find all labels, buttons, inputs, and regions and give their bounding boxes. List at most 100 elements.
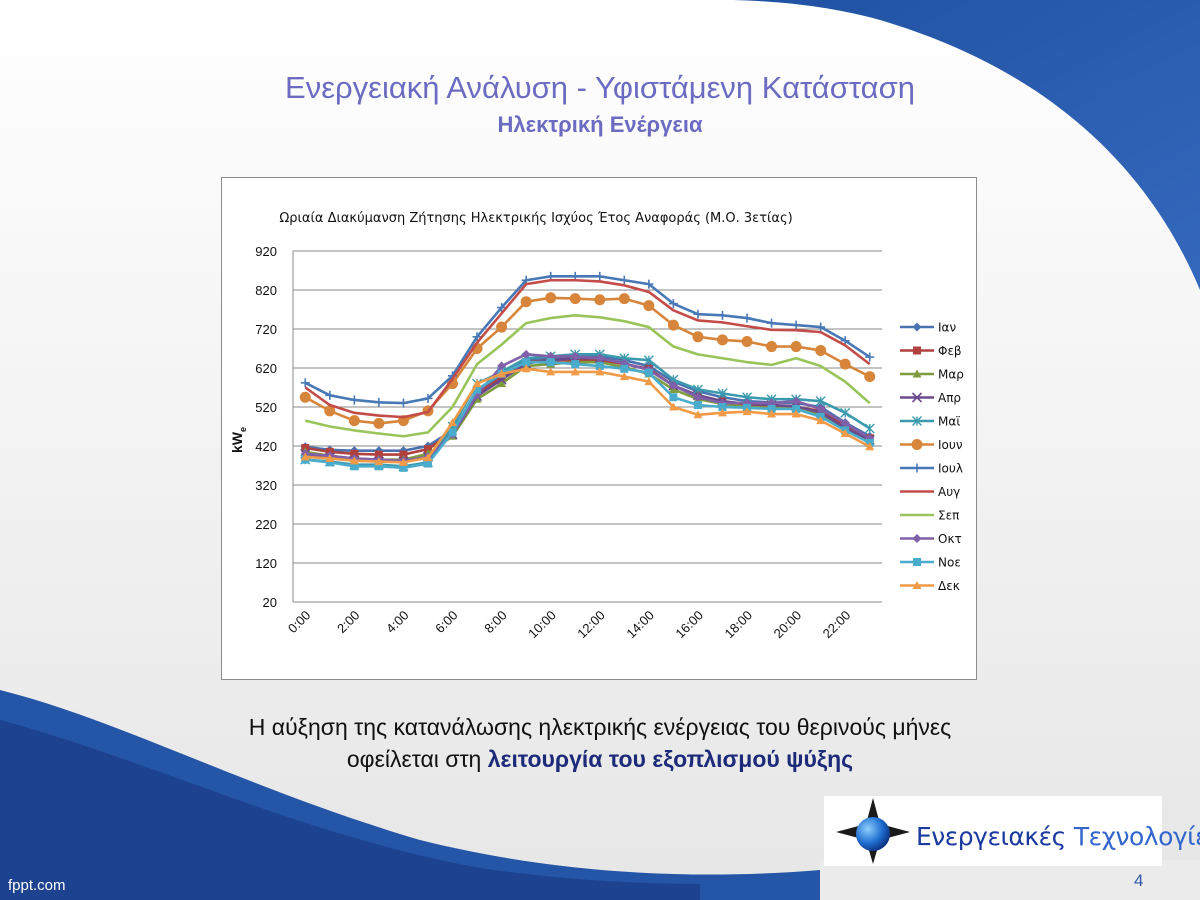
slide-title: Ενεργειακή Ανάλυση - Υφιστάμενη Κατάστασ… [285,70,915,105]
caption-line-2-bold: λειτουργία του εξοπλισμού ψύξης [487,746,854,772]
series-line [305,360,871,470]
data-point [423,459,432,468]
data-point [692,331,704,343]
data-point [497,379,507,388]
data-point [594,294,606,306]
logo-text: ΕνεργειακέςΤεχνολογίες [916,822,1200,851]
data-point [374,450,383,459]
data-point [546,358,555,367]
data-point [839,358,851,370]
legend-swatch-marker [911,392,923,403]
data-point [618,293,630,305]
data-point [423,393,433,403]
x-tick-label: 0:00 [285,608,314,637]
data-point [840,429,850,438]
x-tick-label: 4:00 [383,608,412,637]
data-point [767,318,777,328]
data-point [693,401,702,410]
data-point [717,310,727,320]
y-axis-label-main: kW [229,431,245,453]
data-point [643,355,654,366]
y-tick-label: 20 [263,595,277,610]
legend-label: Νοε [938,556,961,570]
data-point [473,385,482,394]
legend-item: Φεβ [900,344,962,358]
legend-swatch-marker [913,346,921,355]
series-line [305,353,871,468]
caption-line-2: οφείλεται στη λειτουργία του εξοπλισμού … [0,743,1200,775]
data-point [521,364,531,373]
chart-title: Ωριαία Διακύμανση Ζήτησης Ηλεκτρικής Ισχ… [279,211,792,226]
series-line [304,314,871,438]
data-point [644,279,654,289]
data-point [619,275,629,285]
data-point [571,360,580,369]
data-point [497,369,507,378]
y-axis-label-sub: e [238,427,248,432]
series-12 [300,364,875,466]
data-point [840,418,850,428]
data-point [348,415,360,427]
series-8 [304,278,871,419]
x-tick-label: 6:00 [432,608,461,637]
data-point [497,303,507,313]
data-point [595,271,605,281]
legend-label: Μαρ [938,368,964,382]
y-tick-label: 220 [255,517,277,532]
legend-item: Δεκ [900,579,960,593]
data-point [815,344,827,356]
caption-line-1: Η αύξηση της κατανάλωσης ηλεκτρικής ενέρ… [248,714,952,740]
data-point [350,449,359,458]
data-point [496,321,508,333]
data-point [865,352,875,362]
data-point [693,309,703,319]
legend-label: Απρ [938,391,961,405]
y-tick-label: 120 [255,556,277,571]
data-point [448,418,458,427]
legend-swatch-marker [912,581,922,589]
data-point [374,397,384,407]
legend-label: Σεπ [938,509,959,523]
data-point [472,332,482,342]
data-point [667,319,679,331]
data-point [668,402,678,411]
legend-item: Ιουλ [900,462,963,476]
series-line [304,278,871,419]
y-tick-label: 420 [255,439,277,454]
legend-item: Απρ [900,391,961,405]
demand-line-chart: Ωριαία Διακύμανση Ζήτησης Ηλεκτρικής Ισχ… [229,211,964,642]
data-point [325,453,335,462]
legend-item: Μαϊ [900,415,960,429]
legend-item: Σεπ [900,509,959,523]
company-logo: ΕνεργειακέςΤεχνολογίες [824,796,1200,866]
legend-swatch-marker [912,322,922,332]
data-point [669,393,678,402]
series-7 [300,271,875,408]
data-point [448,428,457,437]
data-point [349,456,359,465]
data-point [520,296,532,308]
data-point [521,349,531,359]
slide-subtitle: Ηλεκτρική Ενέργεια [497,112,703,137]
data-point [717,388,728,399]
data-point [300,378,310,388]
x-tick-label: 12:00 [574,608,608,642]
x-tick-label: 8:00 [481,608,510,637]
legend-label: Ιαν [938,321,956,335]
data-point [791,409,801,418]
legend-item: Ιαν [900,321,956,335]
x-tick-label: 14:00 [623,608,657,642]
data-point [423,445,432,454]
data-point [692,384,703,395]
data-point [325,390,335,400]
legend-swatch-marker [912,534,922,543]
data-point [741,335,753,347]
data-point [693,410,703,419]
series-3 [300,357,875,464]
data-point [374,457,384,466]
legend-item: Νοε [900,556,961,570]
data-point [716,334,728,346]
data-point [546,367,556,376]
data-point [767,404,776,413]
